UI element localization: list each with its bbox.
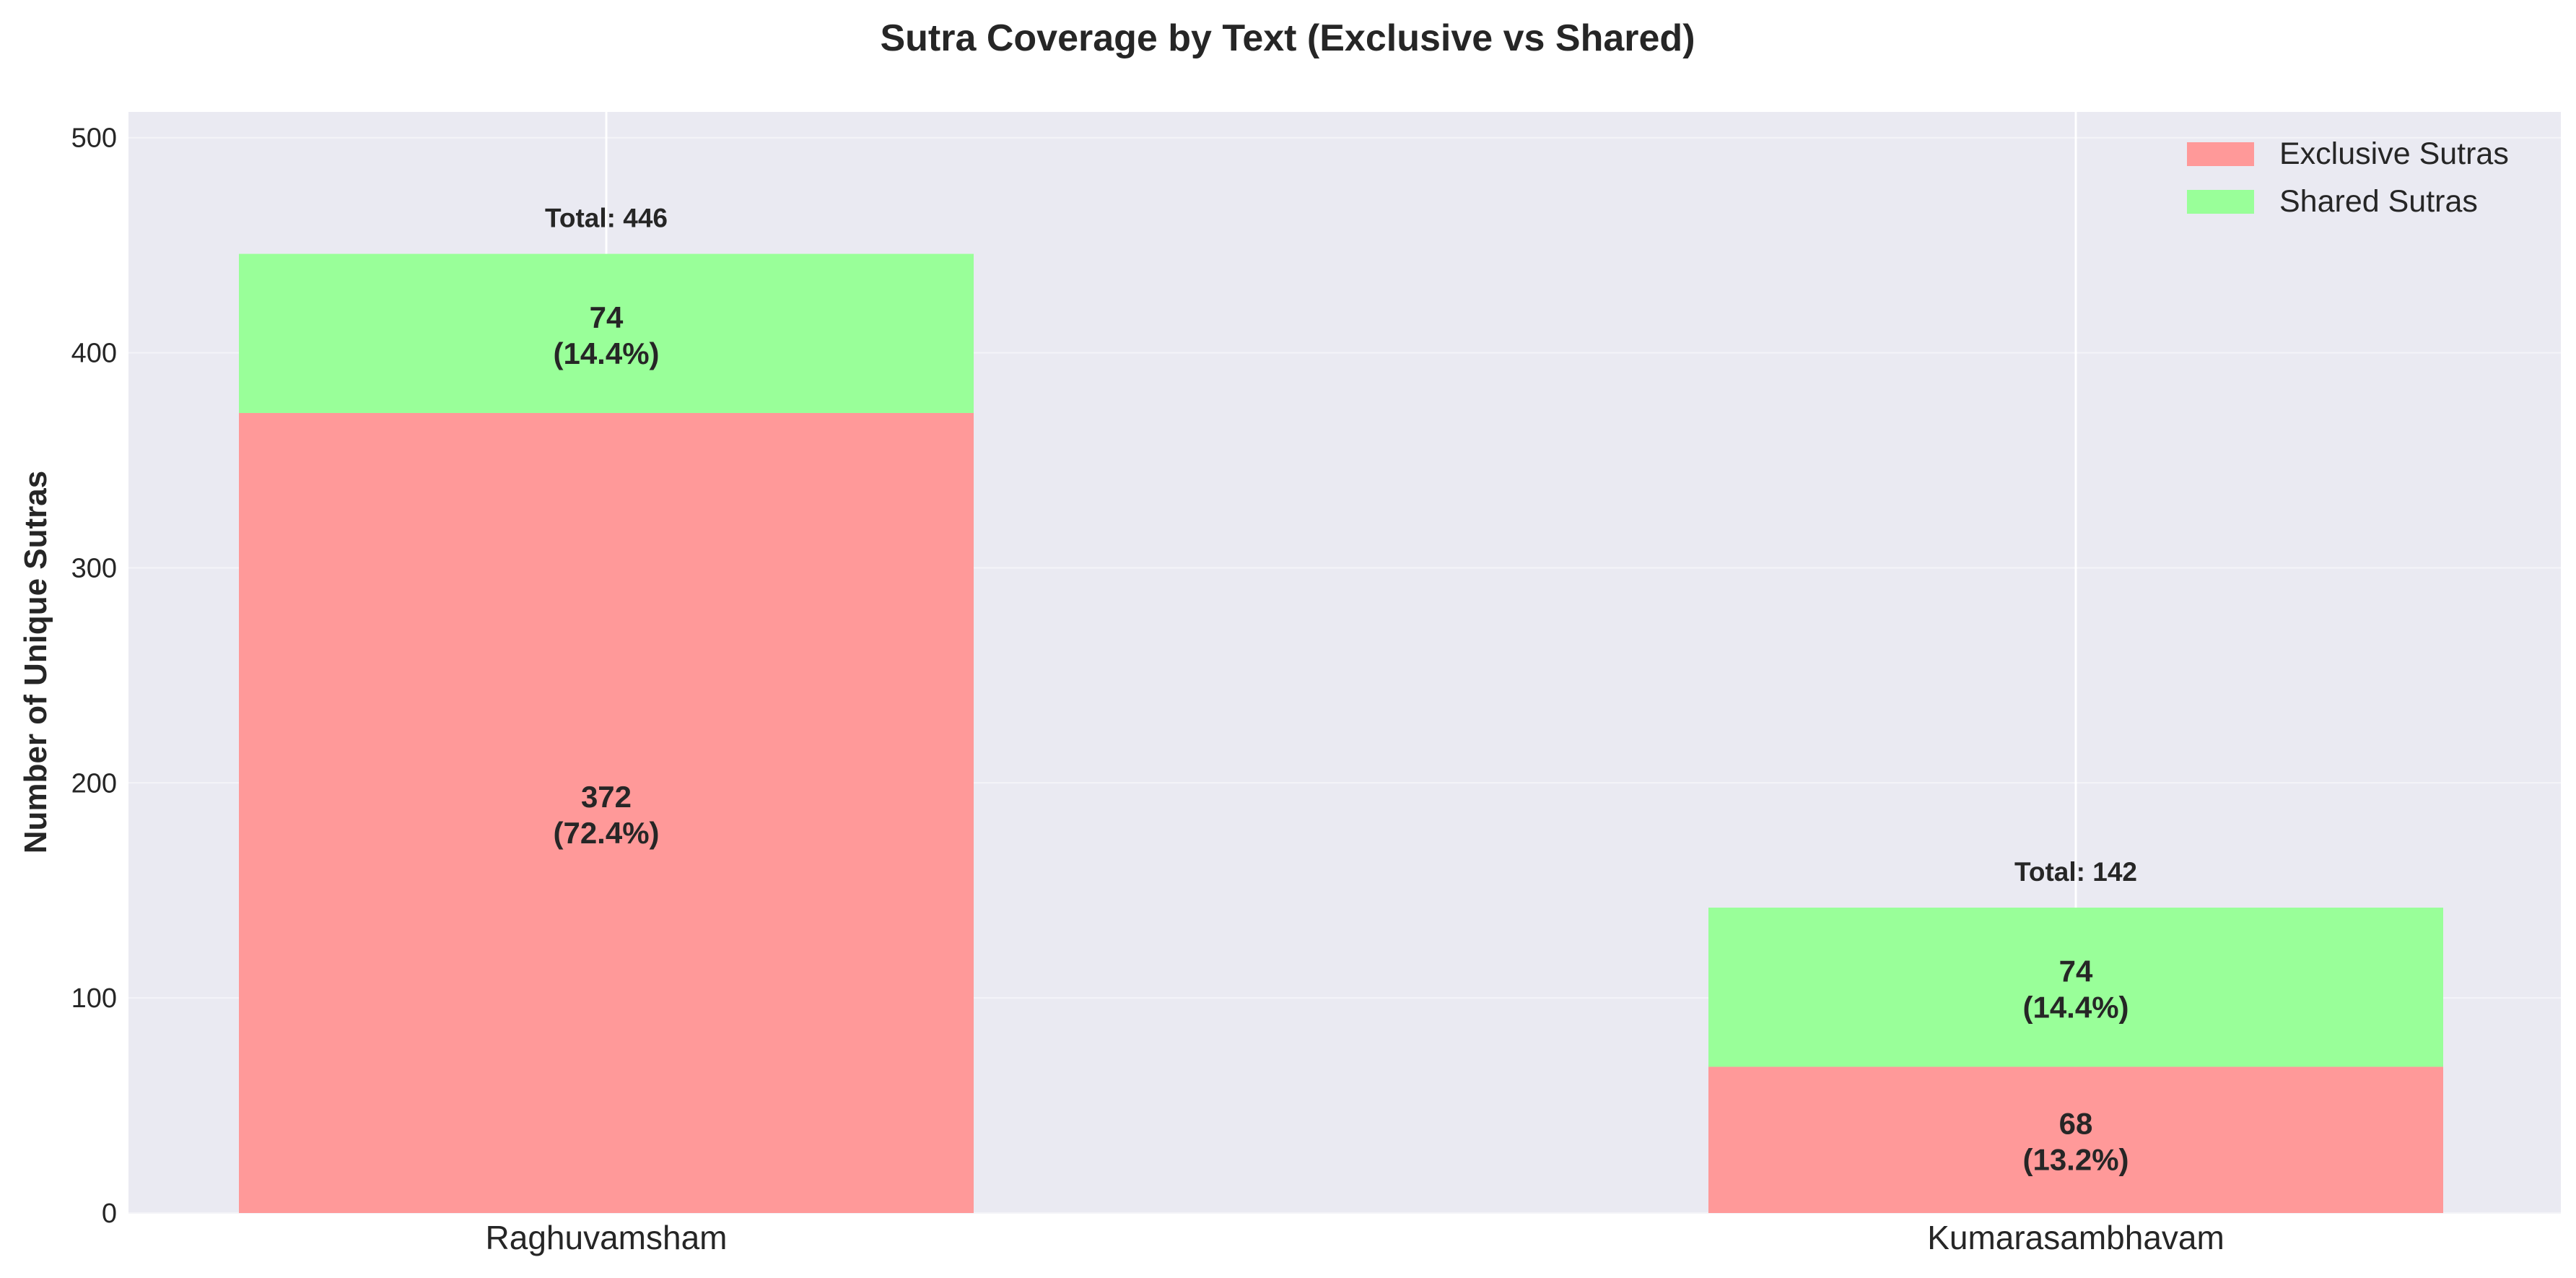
bar-segment: [239, 412, 974, 1213]
bars: [239, 253, 2443, 1213]
chart-title: Sutra Coverage by Text (Exclusive vs Sha…: [880, 17, 1695, 59]
legend-label: Exclusive Sutras: [2279, 136, 2509, 171]
bar-total-label: Total: 446: [545, 204, 668, 233]
bar-total-label: Total: 142: [2014, 857, 2137, 887]
x-tick-label: Kumarasambhavam: [1927, 1219, 2224, 1256]
y-tick-label: 400: [71, 339, 117, 369]
legend-swatch: [2187, 190, 2254, 214]
legend-swatch: [2187, 142, 2254, 166]
x-tick-label: Raghuvamsham: [486, 1219, 728, 1256]
bar-value-label: 74: [2059, 954, 2093, 988]
bar-percent-label: (72.4%): [553, 816, 659, 850]
legend-label: Shared Sutras: [2279, 184, 2478, 219]
bar-percent-label: (14.4%): [553, 336, 659, 370]
bar-segment: [1708, 1066, 2443, 1213]
bar-segment: [239, 253, 974, 413]
bar-segment: [1708, 908, 2443, 1067]
y-axis-ticks: 0 100 200 300 400 500: [71, 123, 117, 1229]
bar-percent-label: (13.2%): [2022, 1143, 2129, 1177]
y-tick-label: 500: [71, 123, 117, 154]
y-tick-label: 0: [102, 1199, 117, 1229]
legend: Exclusive Sutras Shared Sutras: [2187, 136, 2509, 219]
bar-labels: 372(72.4%)74(14.4%)Total: 44668(13.2%)74…: [545, 204, 2137, 1177]
y-tick-label: 100: [71, 983, 117, 1014]
bar-value-label: 68: [2059, 1107, 2093, 1141]
y-tick-label: 200: [71, 768, 117, 799]
y-tick-label: 300: [71, 553, 117, 583]
bar-value-label: 74: [590, 300, 624, 334]
x-axis-ticks: Raghuvamsham Kumarasambhavam: [486, 1219, 2224, 1256]
y-axis-label: Number of Unique Sutras: [18, 471, 53, 854]
bar-value-label: 372: [581, 780, 632, 814]
bar-percent-label: (14.4%): [2022, 990, 2129, 1024]
